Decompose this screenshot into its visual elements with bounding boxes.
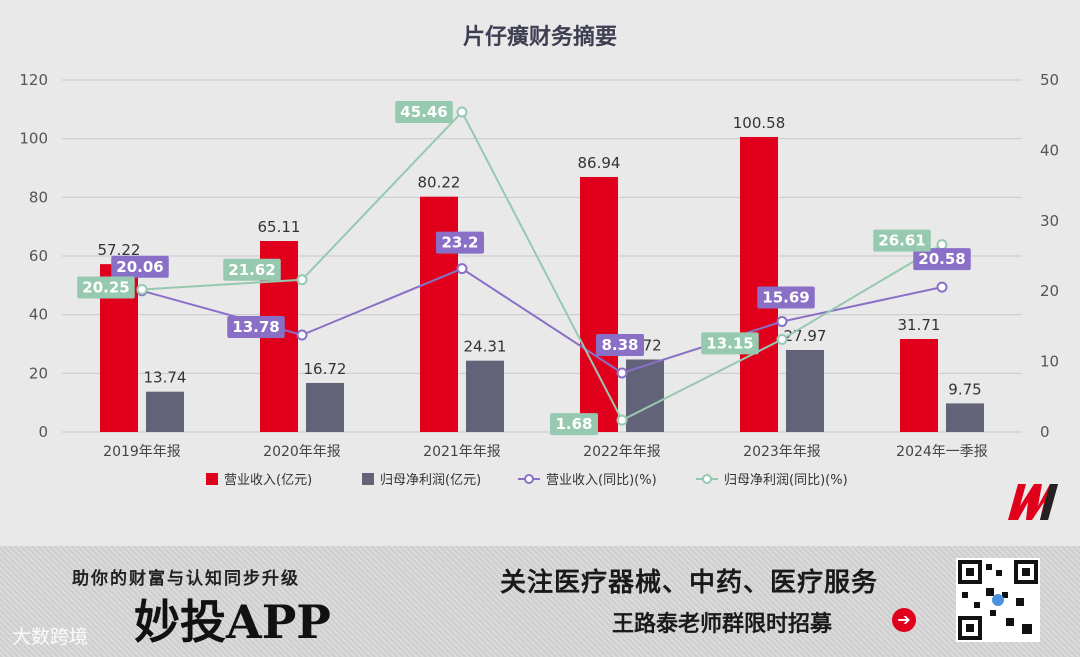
line-value-tag: 23.2 [441, 234, 478, 252]
line-value-tag-bg [111, 255, 169, 278]
bar-value-label: 80.22 [418, 174, 461, 192]
y-left-tick-label: 120 [19, 71, 48, 89]
line-value-tag-bg [701, 332, 759, 355]
series-point [776, 316, 788, 328]
line-value-tag: 20.58 [918, 250, 965, 268]
line-value-tag: 8.38 [601, 336, 638, 354]
y-left-tick-label: 0 [38, 423, 48, 441]
line-value-tag-bg [223, 258, 281, 281]
bar-revenue [740, 136, 778, 432]
x-tick-label: 2019年年报 [103, 444, 181, 460]
line-value-tag: 45.46 [400, 103, 447, 121]
y-right-tick-label: 10 [1040, 353, 1059, 371]
y-right-tick-label: 40 [1040, 141, 1059, 159]
banner-subline[interactable]: 王路泰老师群限时招募 [612, 612, 833, 637]
line-value-tag-bg [227, 315, 285, 338]
bar-value-label: 9.75 [948, 380, 981, 398]
bar-net-profit [786, 349, 824, 432]
bar-value-label: 31.71 [898, 316, 941, 334]
line-value-tag: 20.25 [82, 278, 129, 296]
banner-headline: 关注医疗器械、中药、医疗服务 [500, 568, 879, 598]
series-point [616, 367, 628, 379]
line-value-tag: 15.69 [762, 289, 809, 307]
promo-banner[interactable]: 助你的财富与认知同步升级 妙投APP 关注医疗器械、中药、医疗服务 王路泰老师群… [0, 546, 1080, 657]
series-point [296, 274, 308, 286]
series-point [296, 329, 308, 341]
y-right-tick-label: 20 [1040, 282, 1059, 300]
line-value-tag-bg [77, 276, 135, 299]
bar-value-label: 27.97 [784, 327, 827, 345]
line-value-tag: 26.61 [878, 232, 925, 250]
series-point [616, 414, 628, 426]
x-tick-label: 2024年一季报 [896, 444, 988, 460]
series-line-profit-yoy [141, 110, 943, 422]
bar-revenue [900, 338, 938, 432]
bar-net-profit [626, 359, 664, 432]
bar-value-label: 65.11 [258, 218, 301, 236]
y-right-tick-label: 30 [1040, 212, 1059, 230]
bar-revenue [580, 176, 618, 432]
watermark-text: 大数跨境 [12, 626, 89, 648]
series-point [936, 281, 948, 293]
y-left-tick-label: 20 [29, 364, 48, 382]
line-value-tag-bg [436, 231, 484, 254]
line-value-tag: 13.15 [706, 334, 753, 352]
bar-value-label: 13.74 [144, 369, 187, 387]
bar-net-profit [146, 391, 184, 432]
y-left-tick-label: 40 [29, 306, 48, 324]
banner-app-name: 妙投APP [134, 595, 331, 649]
legend-label: 营业收入(同比)(%) [546, 473, 657, 488]
line-value-tag: 20.06 [116, 258, 163, 276]
x-tick-label: 2022年年报 [583, 444, 661, 460]
bar-value-label: 16.72 [304, 360, 347, 378]
bar-value-label: 86.94 [578, 154, 621, 172]
y-left-tick-label: 80 [29, 188, 48, 206]
bar-value-label: 24.31 [464, 338, 507, 356]
line-value-tag-bg [913, 248, 971, 271]
arrow-right-icon[interactable]: ➔ [892, 608, 916, 632]
y-left-tick-label: 100 [19, 130, 48, 148]
bar-net-profit [466, 360, 504, 432]
line-value-tag-bg [873, 229, 931, 252]
legend-label: 归母净利润(亿元) [380, 473, 481, 488]
brand-logo-icon [1008, 484, 1058, 520]
legend-label: 归母净利润(同比)(%) [724, 473, 848, 488]
banner-slogan: 助你的财富与认知同步升级 [72, 569, 300, 589]
chart: 片仔癀财务摘要 0 20 40 60 80 100 120 0 10 20 30 40 50 57.22 65… [19, 24, 1059, 488]
legend-marker [524, 474, 534, 484]
y-right-tick-label: 50 [1040, 71, 1059, 89]
x-tick-label: 2020年年报 [263, 444, 341, 460]
y-right-tick-label: 0 [1040, 423, 1050, 441]
legend-swatch [206, 473, 218, 485]
chart-title: 片仔癀财务摘要 [463, 24, 617, 50]
line-value-tag-bg [550, 413, 598, 436]
bar-net-profit [946, 403, 984, 432]
bar-value-label: 57.22 [98, 241, 141, 259]
line-value-tag: 13.78 [232, 318, 279, 336]
legend-marker [702, 474, 712, 484]
line-value-tag: 1.68 [555, 415, 592, 433]
series-point [936, 239, 948, 251]
y-left-tick-label: 60 [29, 247, 48, 265]
legend-swatch [362, 473, 374, 485]
bar-value-label: 100.58 [733, 114, 786, 132]
line-value-tag-bg [757, 286, 815, 309]
legend-label: 营业收入(亿元) [224, 473, 312, 488]
series-point [456, 263, 468, 275]
line-value-tag-bg [596, 334, 644, 357]
x-tick-label: 2021年年报 [423, 444, 501, 460]
line-value-tag-bg [395, 100, 453, 123]
bar-net-profit [306, 382, 344, 432]
series-point [776, 333, 788, 345]
line-value-tag: 21.62 [228, 261, 275, 279]
series-point [136, 283, 148, 295]
series-point [456, 106, 468, 118]
qr-code-icon[interactable] [956, 558, 1040, 642]
x-tick-label: 2023年年报 [743, 444, 821, 460]
